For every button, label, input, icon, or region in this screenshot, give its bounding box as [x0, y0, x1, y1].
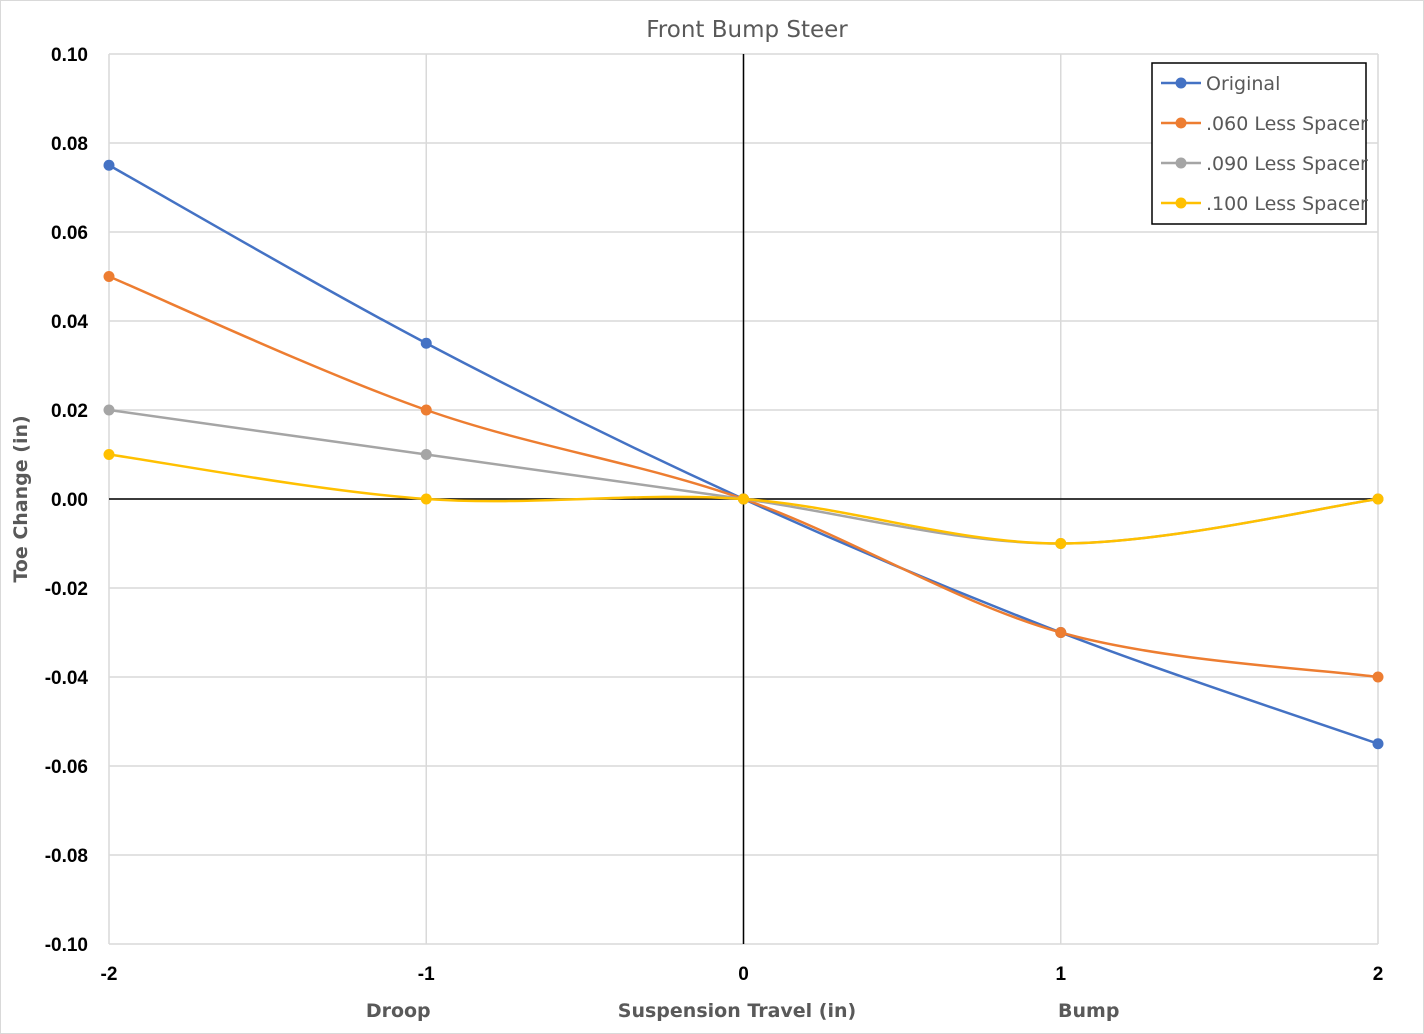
x-annotation-droop: Droop — [366, 1000, 431, 1022]
y-tick-label: -0.10 — [45, 935, 88, 956]
data-point — [1055, 627, 1067, 638]
y-tick-label: 0.00 — [51, 490, 88, 511]
legend-item: Original — [1161, 73, 1280, 95]
legend-box — [1151, 62, 1367, 225]
legend-item: .090 Less Spacer — [1161, 153, 1368, 175]
x-axis-label: Suspension Travel (in) — [618, 1000, 856, 1022]
data-point — [103, 159, 115, 171]
legend-swatch-marker — [1175, 157, 1187, 169]
x-tick-label: 0 — [738, 964, 749, 985]
legend-item: .100 Less Spacer — [1161, 193, 1368, 215]
y-tick-label: -0.04 — [45, 668, 89, 689]
y-tick-label: -0.08 — [45, 846, 88, 867]
x-tick-labels: -2 -1 0 1 2 — [101, 964, 1384, 985]
chart-title: Front Bump Steer — [646, 17, 848, 43]
x-annotation-bump: Bump — [1058, 1000, 1119, 1022]
y-tick-label: -0.02 — [45, 579, 88, 600]
legend-swatch-marker — [1175, 117, 1187, 129]
data-point — [103, 404, 115, 416]
legend: Original .060 Less Spacer .090 Less Spacer… — [1151, 62, 1368, 225]
data-point — [103, 449, 115, 460]
y-tick-label: 0.10 — [51, 45, 88, 66]
legend-swatch-marker — [1175, 77, 1187, 89]
data-point — [103, 271, 115, 282]
legend-label: Original — [1206, 73, 1280, 95]
x-tick-label: 2 — [1373, 964, 1384, 985]
data-point — [1055, 538, 1067, 549]
series-group — [103, 159, 1384, 750]
legend-swatch-marker — [1175, 197, 1187, 209]
y-axis-label: Toe Change (in) — [10, 415, 32, 582]
data-point — [738, 493, 749, 505]
x-tick-label: -2 — [101, 964, 118, 985]
data-point — [1372, 738, 1384, 750]
data-point — [1372, 493, 1384, 505]
y-tick-label: 0.02 — [51, 401, 88, 422]
data-point — [420, 337, 432, 349]
y-tick-labels: 0.10 0.08 0.06 0.04 0.02 0.00 -0.02 -0.04 -0.06 -… — [45, 45, 89, 956]
x-tick-label: -1 — [418, 964, 435, 985]
x-annotations: Droop Bump — [366, 1000, 1120, 1022]
data-point — [420, 449, 432, 460]
legend-label: .100 Less Spacer — [1206, 193, 1368, 215]
data-point — [420, 404, 432, 416]
legend-label: .060 Less Spacer — [1206, 113, 1368, 135]
data-point — [420, 493, 432, 505]
data-point — [1372, 671, 1384, 683]
y-tick-label: 0.06 — [51, 223, 88, 244]
x-tick-label: 1 — [1055, 964, 1066, 985]
legend-label: .090 Less Spacer — [1206, 153, 1368, 175]
y-tick-label: -0.06 — [45, 757, 88, 778]
y-tick-label: 0.08 — [51, 134, 88, 155]
series-100-less-spacer — [103, 449, 1384, 549]
y-tick-label: 0.04 — [51, 312, 88, 333]
legend-item: .060 Less Spacer — [1161, 113, 1368, 135]
